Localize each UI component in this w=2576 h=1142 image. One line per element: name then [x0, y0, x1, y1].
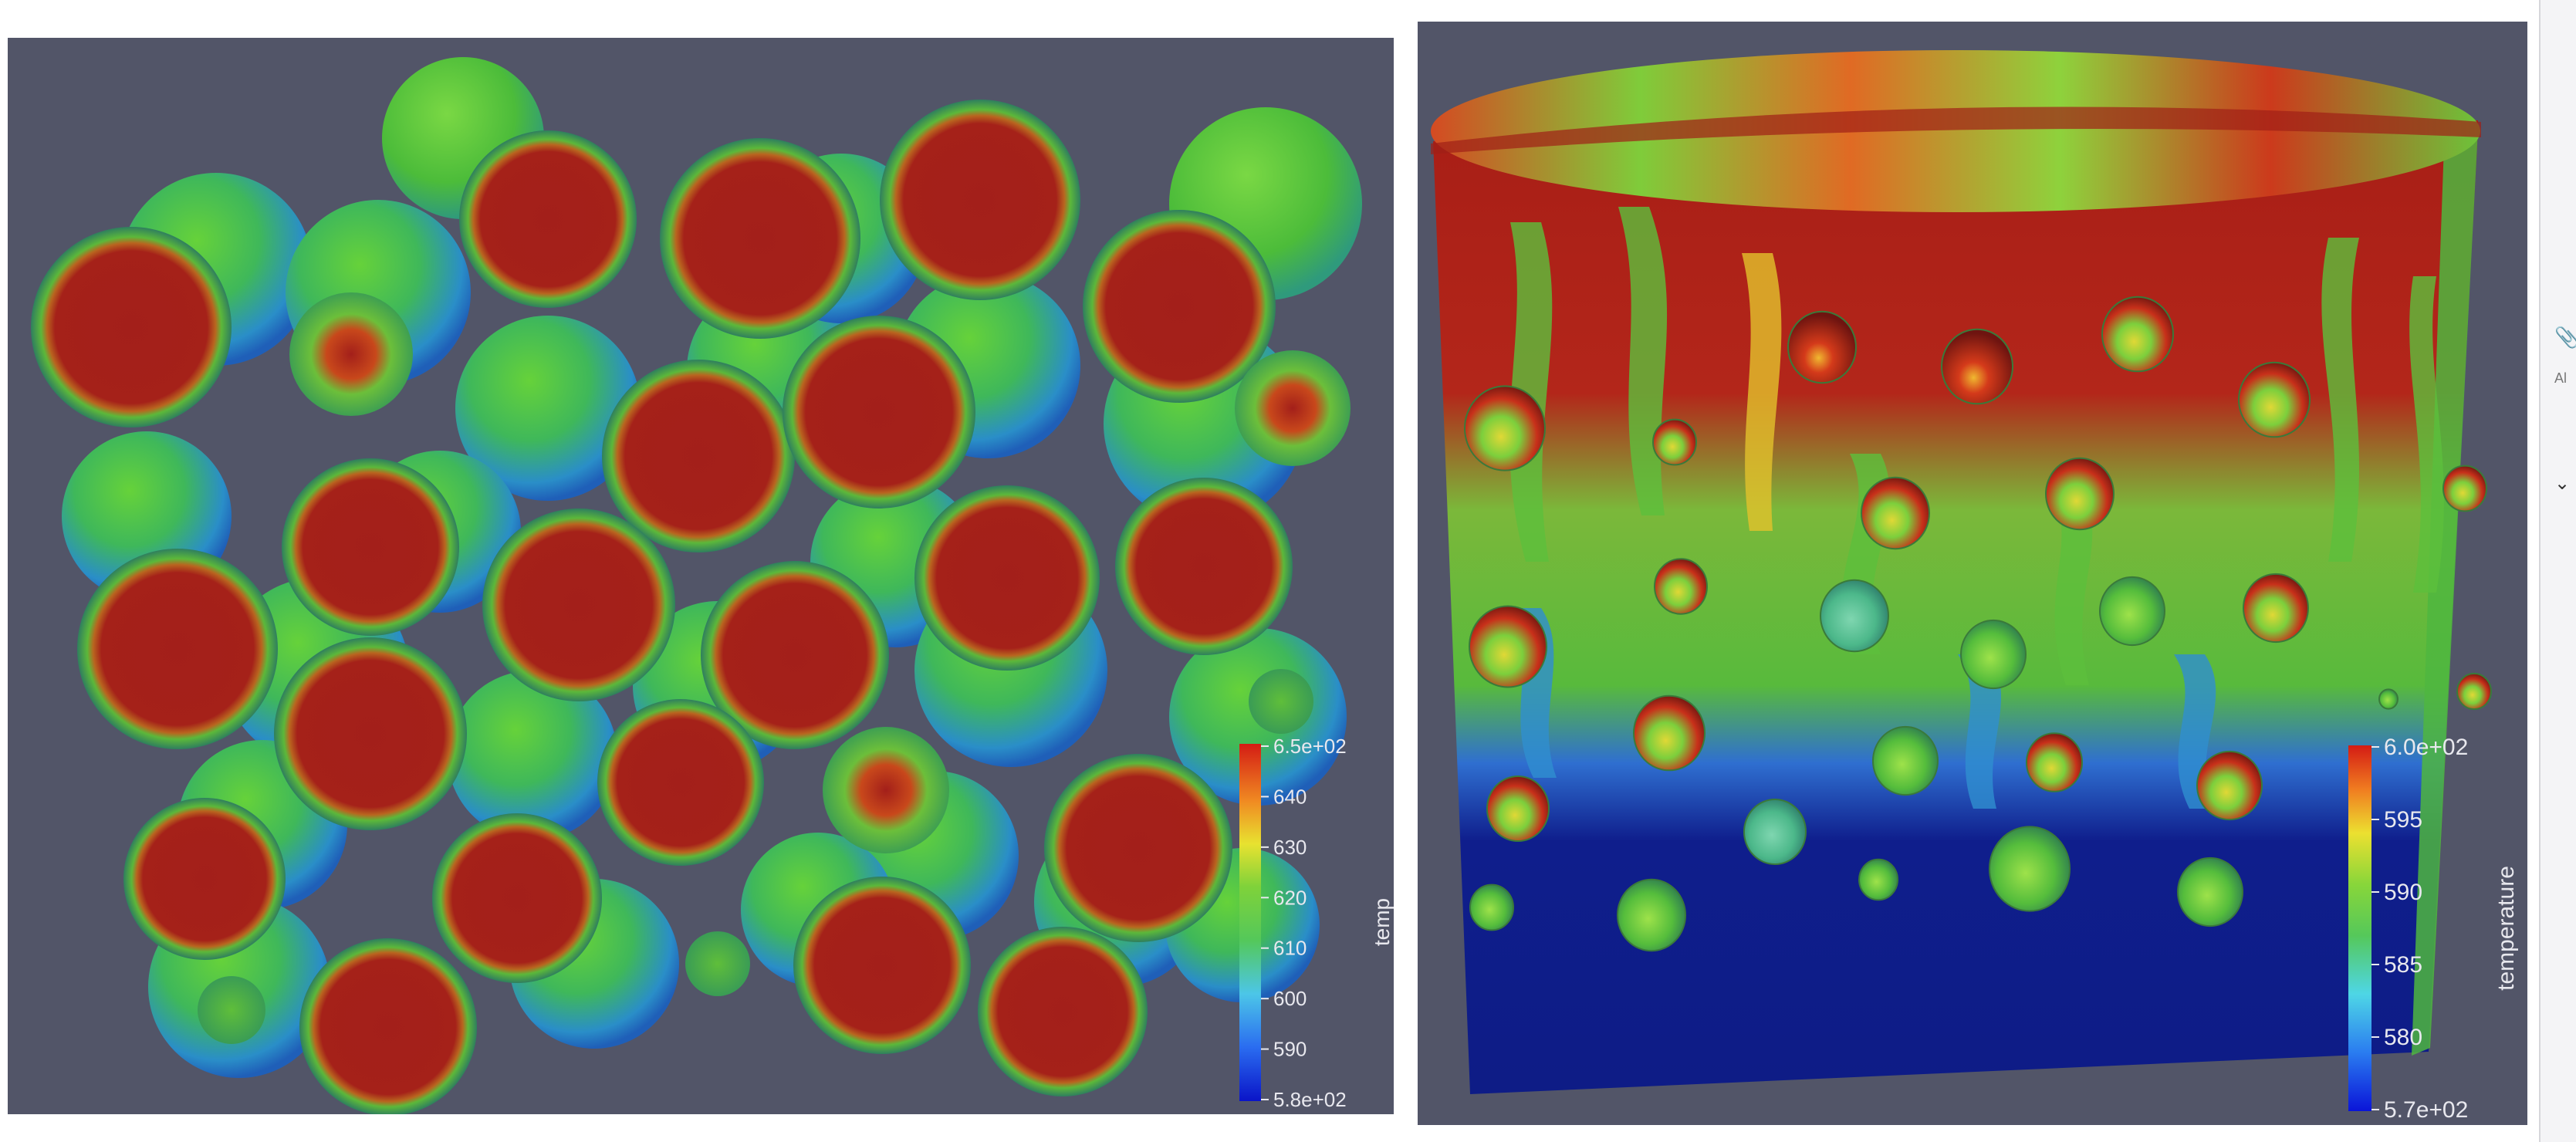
sphere-cavity — [1743, 799, 1807, 865]
colorbar-tick-label: 595 — [2384, 807, 2422, 833]
sphere-cavity — [1464, 385, 1546, 471]
colorbar-tick-label: 630 — [1273, 836, 1307, 859]
flow-plume — [2409, 276, 2444, 593]
colorbar-tick-label: 580 — [2384, 1025, 2422, 1050]
sphere-cavity — [2177, 856, 2243, 927]
small-cut-face — [1249, 669, 1313, 734]
left-render-view[interactable]: 6.5e+02 640 630 620 610 600 590 5.8e+02 temp — [8, 38, 1394, 1114]
colorbar-tick-label: 590 — [2384, 880, 2422, 905]
right-colorbar-ticks: 6.0e+02 595 590 585 580 5.7e+02 — [2371, 735, 2468, 1123]
sphere-cavities — [1464, 296, 2492, 952]
sphere-cavity — [1469, 884, 1514, 931]
paperclip-icon[interactable]: 📎 — [2554, 326, 2576, 349]
sphere-cavity — [1858, 858, 1898, 901]
sphere-cut-face — [123, 798, 286, 960]
sphere-cut-face — [31, 227, 232, 427]
sphere-cavity — [2101, 296, 2174, 373]
cylinder-side-wall — [2412, 130, 2478, 1056]
cylinder-top-face — [1431, 50, 2480, 212]
sphere-cavity — [2026, 732, 2083, 792]
sphere-cut-face — [597, 699, 764, 866]
left-colorbar-gradient — [1239, 744, 1261, 1101]
sphere-cavity — [1787, 310, 1857, 384]
left-colorbar-title: temp — [1370, 898, 1394, 946]
colorbar-tick-label: 610 — [1273, 937, 1307, 960]
sphere-cavity — [1861, 476, 1930, 550]
sphere-cavity — [2456, 672, 2492, 711]
sphere — [455, 316, 641, 501]
sphere-cavity — [1652, 418, 1697, 466]
sphere-cavity — [2196, 750, 2263, 821]
sphere-cavity — [1633, 694, 1706, 772]
sphere-cut-face — [299, 938, 477, 1114]
colorbar-tick-label: 585 — [2384, 952, 2422, 978]
side-panel-text: Al — [2554, 370, 2568, 386]
sphere-cut-face — [432, 813, 602, 983]
cylinder-cut-body — [1433, 120, 2478, 1094]
sphere-cavity — [1617, 878, 1686, 952]
right-colorbar-title: temperature — [2493, 866, 2519, 991]
right-render-view[interactable]: 6.0e+02 595 590 585 580 5.7e+02 temperature — [1418, 22, 2527, 1125]
colorbar-tick-label: 620 — [1273, 886, 1307, 909]
flow-plume — [2321, 238, 2359, 562]
sphere-cut-face — [701, 561, 889, 749]
sphere-cut-face — [459, 130, 637, 308]
sphere-cut-face — [793, 877, 971, 1054]
sphere-cavity — [1486, 775, 1550, 842]
sphere-cut-face — [274, 637, 467, 830]
flow-plume — [2050, 485, 2093, 685]
sphere-cut-face — [282, 458, 459, 636]
colorbar-tick-label: 6.0e+02 — [2384, 735, 2468, 760]
left-render-svg — [8, 38, 1394, 1114]
sphere-cut-face — [482, 508, 675, 701]
sphere-cut-face — [77, 549, 278, 749]
sphere-cut-face — [978, 927, 1148, 1096]
sphere-cut-face — [823, 727, 949, 853]
colorbar-tick-label: 5.7e+02 — [2384, 1097, 2468, 1123]
sphere-cavity — [2238, 361, 2311, 438]
sphere-cavity — [1941, 328, 2013, 405]
sphere-cut-face — [1115, 478, 1293, 655]
sphere-cut-face — [880, 100, 1080, 300]
chevron-down-icon[interactable]: ⌄ — [2554, 473, 2571, 494]
small-cut-face — [685, 931, 750, 996]
sphere-cut-face — [660, 138, 860, 339]
flow-plume — [1958, 654, 2002, 809]
small-cut-face — [198, 976, 265, 1044]
sphere-cavity — [1654, 558, 1708, 615]
sphere-cut-face — [1044, 754, 1232, 942]
colorbar-tick-label: 600 — [1273, 987, 1307, 1010]
colorbar-tick-label: 6.5e+02 — [1273, 735, 1347, 758]
sphere-cut-face — [1083, 210, 1276, 403]
sphere-cut-face — [1235, 350, 1351, 466]
sphere-cut-face — [602, 360, 795, 552]
sphere-cavity — [1469, 605, 1547, 688]
sphere-cavity — [1960, 619, 2027, 690]
flow-plume — [1742, 253, 1782, 531]
sphere-cut-face — [783, 316, 975, 508]
sphere-cavity — [1820, 579, 1889, 653]
left-colorbar: 6.5e+02 640 630 620 610 600 590 5.8e+02 temp — [1239, 735, 1394, 1111]
colorbar-tick-label: 640 — [1273, 785, 1307, 808]
side-panel-edge: 📎 Al ⌄ — [2539, 0, 2576, 1142]
sphere-cavity — [1989, 826, 2071, 912]
sphere-cavity — [2243, 573, 2309, 644]
right-colorbar-gradient — [2348, 745, 2371, 1111]
left-cut-faces — [31, 100, 1351, 1114]
sphere-cavity — [2099, 576, 2165, 647]
right-render-svg — [1418, 22, 2527, 1125]
sphere — [448, 671, 617, 840]
left-colorbar-ticks: 6.5e+02 640 630 620 610 600 590 5.8e+02 — [1261, 735, 1347, 1111]
sphere-cut-face — [914, 485, 1100, 671]
sphere-cavity — [2378, 688, 2399, 710]
colorbar-tick-label: 5.8e+02 — [1273, 1088, 1347, 1111]
cylinder-top-rim — [1431, 106, 2481, 154]
sphere-cavity — [1872, 725, 1939, 796]
sphere-cut-face — [289, 292, 413, 416]
sphere-cavity — [2045, 457, 2115, 531]
right-colorbar: 6.0e+02 595 590 585 580 5.7e+02 temperature — [2348, 735, 2519, 1123]
flow-plume — [1509, 222, 1553, 562]
colorbar-tick-label: 590 — [1273, 1038, 1307, 1061]
sphere-cavity — [2442, 465, 2487, 512]
